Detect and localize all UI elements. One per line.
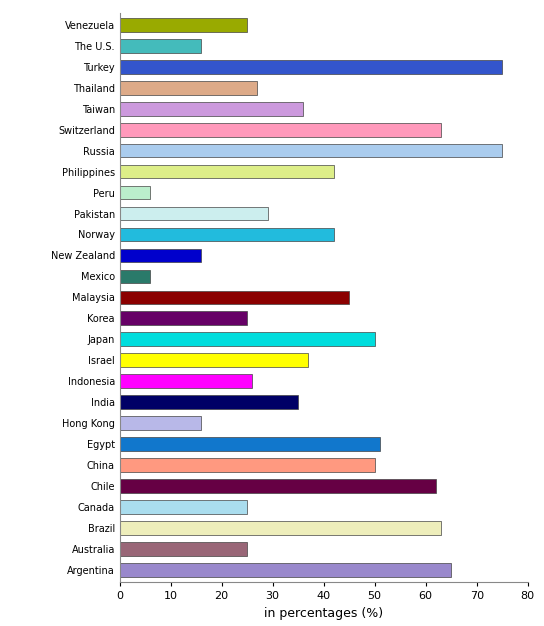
- Bar: [120, 416, 201, 430]
- Bar: [120, 354, 308, 367]
- Bar: [120, 270, 150, 283]
- Bar: [120, 542, 247, 556]
- X-axis label: in percentages (%): in percentages (%): [264, 607, 383, 620]
- Bar: [120, 60, 502, 74]
- Bar: [120, 186, 150, 199]
- Bar: [120, 332, 375, 346]
- Bar: [120, 228, 334, 241]
- Bar: [120, 437, 380, 451]
- Bar: [120, 479, 436, 493]
- Bar: [120, 374, 252, 388]
- Bar: [120, 290, 349, 304]
- Bar: [120, 18, 247, 32]
- Bar: [120, 165, 334, 178]
- Bar: [120, 312, 247, 325]
- Bar: [120, 207, 268, 220]
- Bar: [120, 396, 298, 409]
- Bar: [120, 458, 375, 472]
- Bar: [120, 563, 451, 577]
- Bar: [120, 249, 201, 262]
- Bar: [120, 39, 201, 53]
- Bar: [120, 81, 257, 95]
- Bar: [120, 102, 304, 116]
- Bar: [120, 144, 502, 158]
- Bar: [120, 500, 247, 514]
- Bar: [120, 521, 441, 535]
- Bar: [120, 123, 441, 136]
